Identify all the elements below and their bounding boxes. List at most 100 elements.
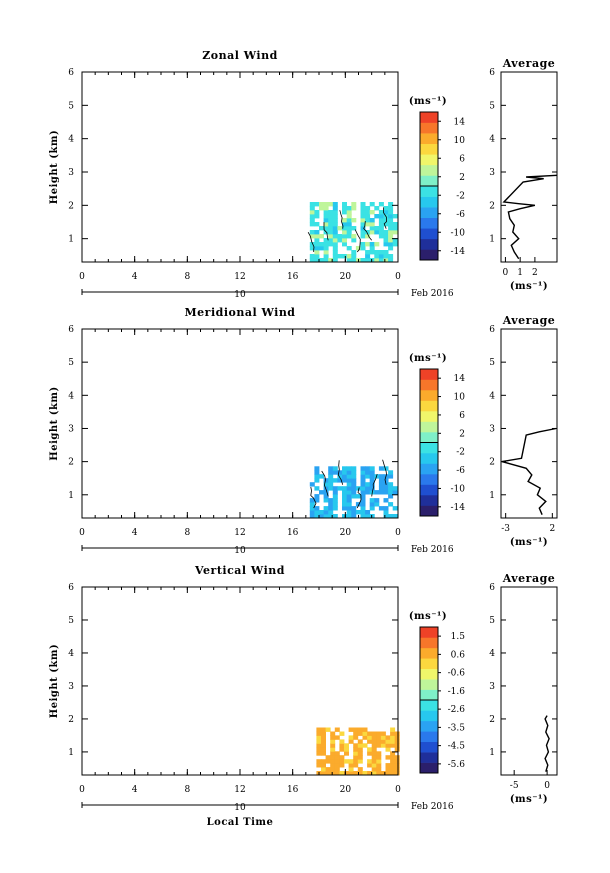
heatmap-cell bbox=[332, 258, 338, 263]
heatmap-cell bbox=[378, 226, 384, 231]
avg-y-tick-label: 5 bbox=[489, 358, 495, 368]
heatmap-cell bbox=[330, 771, 336, 776]
heatmap-cell bbox=[337, 470, 343, 475]
heatmap-cell bbox=[365, 210, 371, 215]
heatmap-cell bbox=[385, 755, 391, 760]
heatmap-cell bbox=[365, 206, 371, 211]
heatmap-cell bbox=[339, 731, 345, 736]
heatmap-cell bbox=[392, 242, 398, 247]
heatmap-cell bbox=[367, 759, 373, 764]
heatmap-cell bbox=[342, 502, 347, 507]
heatmap-cell bbox=[351, 254, 357, 259]
heatmap-cell bbox=[339, 771, 345, 776]
heatmap-cell bbox=[309, 242, 315, 247]
heatmap-cell bbox=[378, 250, 384, 255]
heatmap-cell bbox=[328, 502, 334, 507]
heatmap-cell bbox=[314, 214, 320, 219]
heatmap-cell bbox=[376, 755, 382, 760]
heatmap-cell bbox=[374, 214, 380, 219]
y-tick-label: 4 bbox=[68, 391, 74, 401]
heatmap-cell bbox=[378, 210, 384, 215]
heatmap-cell bbox=[323, 210, 329, 215]
heatmap-cell bbox=[369, 230, 375, 235]
heatmap-cell bbox=[385, 771, 391, 776]
heatmap-cell bbox=[332, 242, 338, 247]
colorbar-segment bbox=[420, 421, 438, 433]
heatmap-cell bbox=[351, 218, 357, 223]
heatmap-cell bbox=[380, 735, 386, 740]
heatmap-cell bbox=[342, 494, 347, 499]
heatmap-cell bbox=[394, 771, 400, 776]
heatmap-cell bbox=[323, 206, 329, 211]
heatmap-cell bbox=[351, 514, 357, 519]
heatmap-cell bbox=[328, 218, 334, 223]
colorbar-segment bbox=[420, 474, 438, 485]
heatmap-cell bbox=[332, 202, 338, 207]
heatmap-cell bbox=[374, 498, 380, 503]
heatmap-cell bbox=[374, 490, 380, 495]
heatmap-cell bbox=[357, 743, 363, 748]
heatmap-cell bbox=[319, 246, 324, 251]
heatmap-cell bbox=[309, 258, 315, 263]
heatmap-cell bbox=[346, 474, 352, 479]
heatmap-cell bbox=[369, 478, 375, 483]
heatmap-cell bbox=[325, 767, 331, 772]
colorbar-segment bbox=[420, 505, 438, 517]
heatmap-cell bbox=[388, 222, 394, 227]
heatmap-cell bbox=[337, 474, 343, 479]
contour-line bbox=[307, 232, 315, 252]
heatmap-cell bbox=[319, 242, 324, 247]
heatmap-cell bbox=[332, 514, 338, 519]
heatmap-cell bbox=[367, 747, 373, 752]
contour-line bbox=[339, 210, 344, 229]
heatmap-cell bbox=[388, 514, 394, 519]
heatmap-cell bbox=[371, 763, 377, 768]
heatmap-cell bbox=[388, 482, 394, 487]
colorbar-tick-label: -10 bbox=[451, 484, 466, 494]
heatmap-cell bbox=[323, 246, 329, 251]
heatmap-cell bbox=[378, 214, 384, 219]
colorbar-segment bbox=[420, 175, 438, 187]
heatmap-cell bbox=[365, 258, 371, 263]
heatmap-cell bbox=[394, 763, 400, 768]
heatmap-cell bbox=[360, 494, 366, 499]
heatmap-cell bbox=[332, 210, 338, 215]
heatmap-cell bbox=[371, 735, 377, 740]
contour-line bbox=[354, 229, 361, 253]
heatmap-cell bbox=[365, 234, 371, 239]
y-axis-label: Height (km) bbox=[49, 644, 60, 718]
colorbar-segment bbox=[420, 112, 438, 123]
x-tick-label: 0 bbox=[79, 528, 85, 538]
heatmap-cell bbox=[314, 210, 320, 215]
y-tick-label: 5 bbox=[68, 358, 74, 368]
heatmap-cell bbox=[316, 751, 322, 756]
heatmap-cell bbox=[321, 735, 326, 740]
heatmap-cell bbox=[328, 474, 334, 479]
heatmap-cell bbox=[346, 258, 352, 263]
heatmap-cell bbox=[332, 246, 338, 251]
avg-x-tick-label: 0 bbox=[544, 781, 550, 791]
average-frame bbox=[500, 71, 558, 263]
heatmap-cell bbox=[378, 254, 384, 259]
y-tick-label: 2 bbox=[68, 715, 74, 725]
avg-y-tick-label: 6 bbox=[489, 325, 495, 335]
heatmap-cell bbox=[351, 258, 357, 263]
heatmap-cell bbox=[365, 514, 371, 519]
heatmap-cell bbox=[314, 254, 320, 259]
colorbar-tick-label: -0.6 bbox=[448, 669, 466, 679]
contour-line bbox=[310, 486, 317, 509]
x-tick-label: 0 bbox=[79, 272, 85, 282]
heatmap-cell bbox=[323, 214, 329, 219]
heatmap-cell bbox=[309, 218, 315, 223]
heatmap-cell bbox=[365, 222, 371, 227]
heatmap-cell bbox=[369, 250, 375, 255]
heatmap-cell bbox=[376, 751, 382, 756]
heatmap-cell bbox=[394, 739, 400, 744]
heatmap-cell bbox=[365, 214, 371, 219]
heatmap-cell bbox=[360, 230, 366, 235]
heatmap-cell bbox=[323, 250, 329, 255]
heatmap-cell bbox=[309, 514, 315, 519]
avg-unit-label: (ms⁻¹) bbox=[510, 281, 548, 292]
heatmap-cell bbox=[325, 727, 331, 732]
heatmap-cell bbox=[367, 751, 373, 756]
